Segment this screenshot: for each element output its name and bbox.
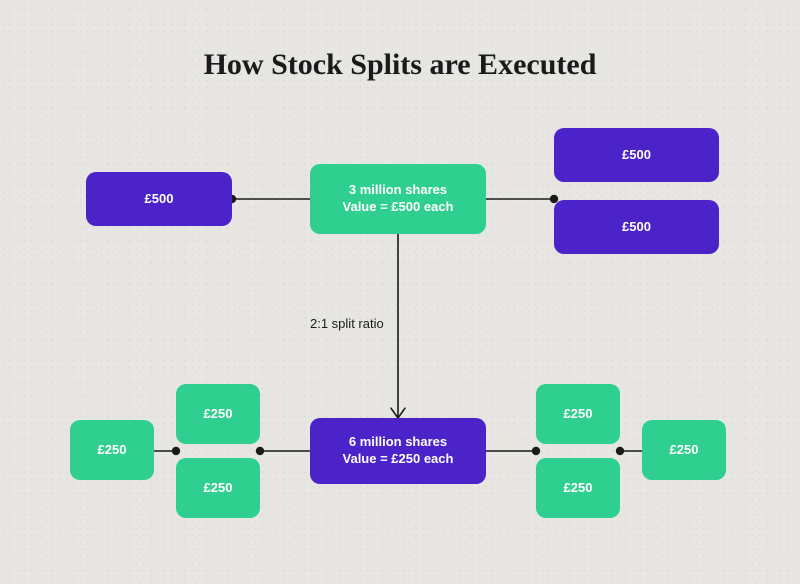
node-r250a: £250 xyxy=(536,384,620,444)
node-text: £250 xyxy=(564,480,593,497)
node-text: £250 xyxy=(204,406,233,423)
node-right500a: £500 xyxy=(554,128,719,182)
node-l250b: £250 xyxy=(176,458,260,518)
node-text: £500 xyxy=(622,219,651,236)
node-r250b: £250 xyxy=(536,458,620,518)
node-text: £250 xyxy=(204,480,233,497)
node-center6m: 6 million sharesValue = £250 each xyxy=(310,418,486,484)
node-l250a: £250 xyxy=(176,384,260,444)
node-text: £250 xyxy=(670,442,699,459)
node-center3m: 3 million sharesValue = £500 each xyxy=(310,164,486,234)
node-right500b: £500 xyxy=(554,200,719,254)
node-l250far: £250 xyxy=(70,420,154,480)
node-text: 6 million shares xyxy=(349,434,447,451)
page-title: How Stock Splits are Executed xyxy=(0,48,800,82)
node-text: Value = £500 each xyxy=(343,199,454,216)
node-text: £250 xyxy=(564,406,593,423)
node-text: Value = £250 each xyxy=(343,451,454,468)
node-left500: £500 xyxy=(86,172,232,226)
node-text: 3 million shares xyxy=(349,182,447,199)
node-text: £500 xyxy=(145,191,174,208)
node-text: £250 xyxy=(98,442,127,459)
edge-label-split-ratio: 2:1 split ratio xyxy=(310,316,384,331)
node-r250far: £250 xyxy=(642,420,726,480)
connector-layer xyxy=(0,0,800,584)
node-text: £500 xyxy=(622,147,651,164)
